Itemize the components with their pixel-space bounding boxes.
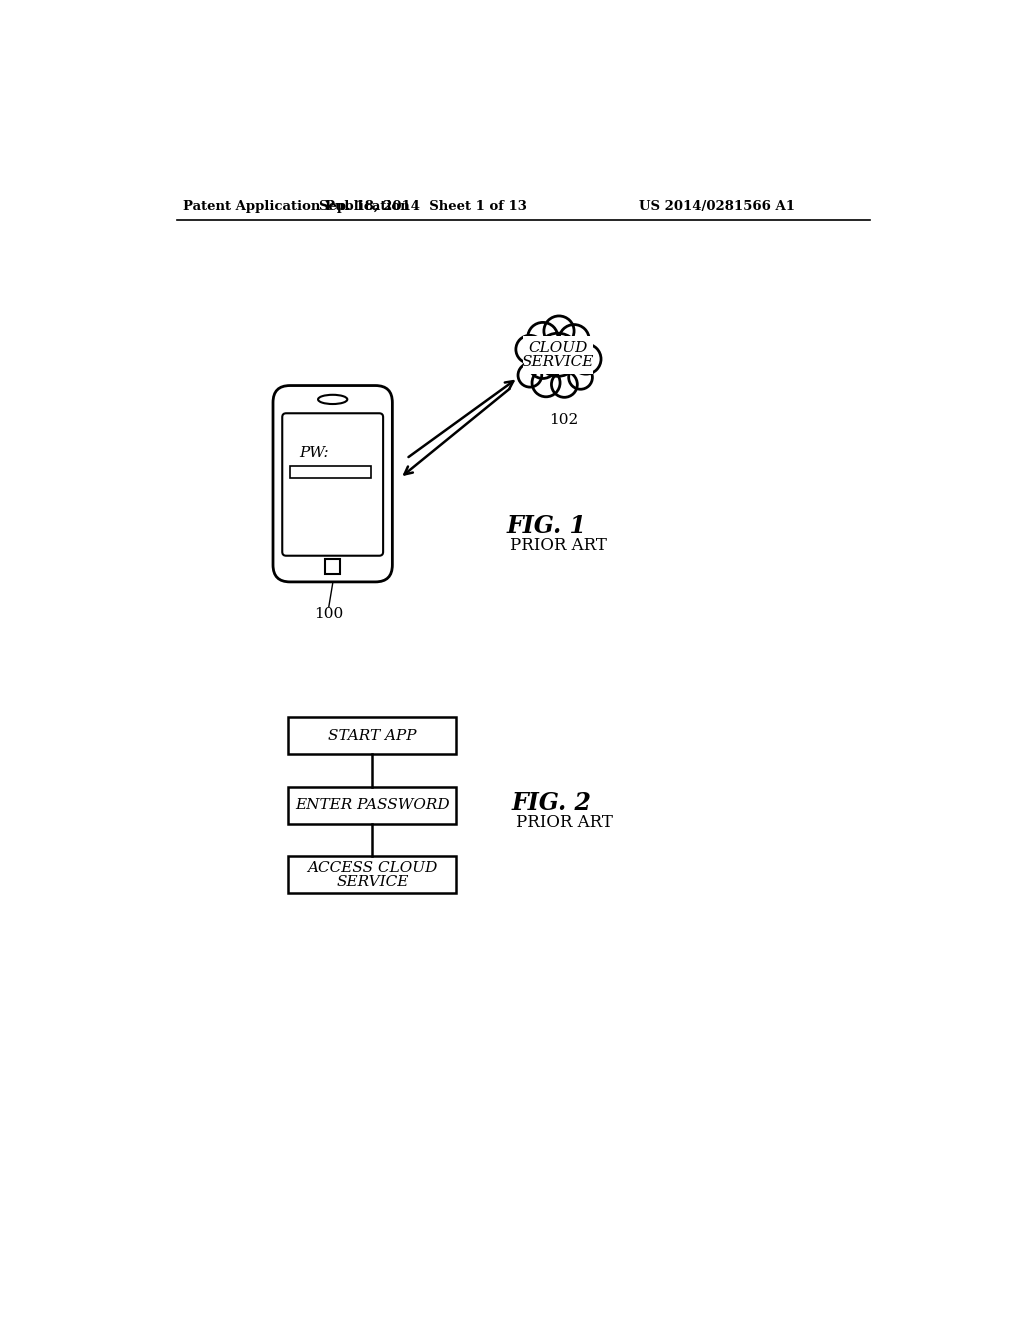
Text: PRIOR ART: PRIOR ART	[510, 537, 607, 554]
Text: Sep. 18, 2014  Sheet 1 of 13: Sep. 18, 2014 Sheet 1 of 13	[319, 199, 527, 213]
Bar	[289, 787, 457, 824]
Text: CLOUD: CLOUD	[528, 341, 588, 355]
FancyBboxPatch shape	[273, 385, 392, 582]
Circle shape	[528, 350, 557, 379]
Text: SERVICE: SERVICE	[521, 355, 594, 370]
Ellipse shape	[318, 395, 347, 404]
Bar	[290, 466, 371, 478]
Text: PRIOR ART: PRIOR ART	[515, 813, 612, 830]
Circle shape	[552, 371, 578, 397]
Circle shape	[559, 325, 589, 355]
Bar	[289, 718, 457, 755]
Text: 102: 102	[550, 412, 579, 426]
Text: SERVICE: SERVICE	[336, 875, 409, 890]
Circle shape	[570, 345, 601, 374]
Text: PW:: PW:	[299, 446, 329, 461]
Circle shape	[537, 333, 580, 376]
Text: US 2014/0281566 A1: US 2014/0281566 A1	[639, 199, 795, 213]
Text: FIG. 2: FIG. 2	[512, 791, 592, 814]
Bar	[325, 558, 340, 574]
Text: Patent Application Publication: Patent Application Publication	[183, 199, 410, 213]
Circle shape	[527, 322, 558, 352]
Circle shape	[516, 335, 544, 363]
Text: ACCESS CLOUD: ACCESS CLOUD	[307, 862, 437, 875]
Circle shape	[568, 366, 593, 389]
Circle shape	[518, 363, 542, 387]
Text: FIG. 1: FIG. 1	[506, 515, 587, 539]
Text: ENTER PASSWORD: ENTER PASSWORD	[295, 799, 450, 812]
Text: START APP: START APP	[328, 729, 417, 743]
FancyBboxPatch shape	[283, 413, 383, 556]
Text: 100: 100	[314, 607, 343, 622]
Bar	[523, 335, 593, 374]
Circle shape	[532, 368, 560, 397]
Circle shape	[544, 315, 574, 346]
Bar	[289, 855, 457, 892]
